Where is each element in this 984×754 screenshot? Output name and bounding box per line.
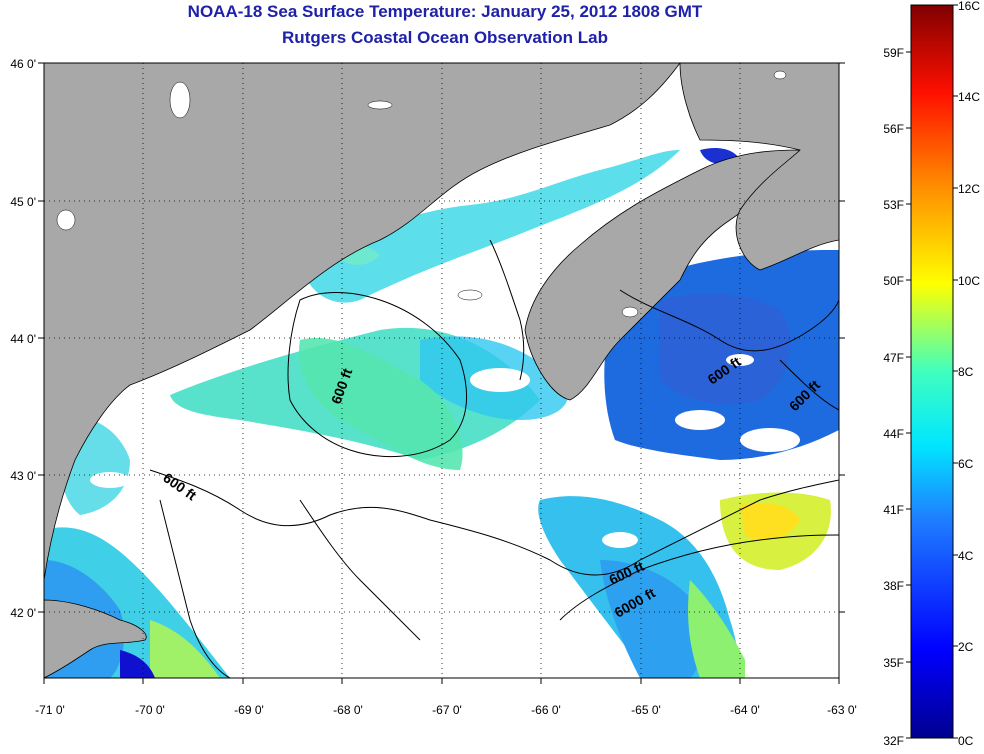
lon-label-63: -63 0' (827, 703, 857, 717)
colorbar-f-59: 59F (883, 46, 904, 60)
colorbar-c-4: 4C (958, 549, 974, 563)
colorbar-c-0: 0C (958, 734, 974, 748)
lat-label-45: 45 0' (10, 195, 36, 209)
colorbar-c-8: 8C (958, 365, 974, 379)
colorbar-f-56: 56F (883, 122, 904, 136)
colorbar-c-16: 16C (958, 0, 980, 13)
colorbar-gradient (910, 4, 954, 739)
colorbar-f-38: 38F (883, 579, 904, 593)
lon-label-67: -67 0' (432, 703, 462, 717)
colorbar-c-10: 10C (958, 274, 980, 288)
colorbar-c-2: 2C (958, 640, 974, 654)
map-body: 600 ft 600 ft 600 ft 600 ft 600 ft 6000 … (44, 63, 839, 678)
lon-label-66: -66 0' (531, 703, 561, 717)
lon-label-65: -65 0' (631, 703, 661, 717)
colorbar: 16C 14C 12C 10C 8C 6C 4C 2C 0C 59F 56F 5… (883, 0, 980, 748)
lat-label-44: 44 0' (10, 332, 36, 346)
lon-label-71: -71 0' (35, 703, 65, 717)
cape-cod-land (44, 599, 147, 678)
map-title: NOAA-18 Sea Surface Temperature: January… (187, 2, 703, 21)
bathymetry-contours (149, 239, 839, 678)
new-brunswick-land (679, 63, 839, 271)
map-subtitle: Rutgers Coastal Ocean Observation Lab (282, 28, 608, 47)
colorbar-c-6: 6C (958, 457, 974, 471)
new-england-land (44, 63, 681, 581)
colorbar-f-32: 32F (883, 734, 904, 748)
lon-label-69: -69 0' (234, 703, 264, 717)
lon-label-64: -64 0' (730, 703, 760, 717)
colorbar-f-35: 35F (883, 656, 904, 670)
lat-label-42: 42 0' (10, 606, 36, 620)
lon-label-68: -68 0' (333, 703, 363, 717)
colorbar-f-44: 44F (883, 427, 904, 441)
lakes (56, 70, 787, 318)
cloud-specks (90, 290, 800, 548)
colorbar-c-14: 14C (958, 90, 980, 104)
lat-label-43: 43 0' (10, 469, 36, 483)
colorbar-f-47: 47F (883, 351, 904, 365)
tick-marks (38, 62, 845, 684)
lon-label-70: -70 0' (135, 703, 165, 717)
colorbar-c-12: 12C (958, 182, 980, 196)
land (44, 63, 839, 678)
colorbar-f-41: 41F (883, 503, 904, 517)
colorbar-f-53: 53F (883, 198, 904, 212)
colorbar-f-50: 50F (883, 274, 904, 288)
lat-label-46: 46 0' (10, 57, 36, 71)
